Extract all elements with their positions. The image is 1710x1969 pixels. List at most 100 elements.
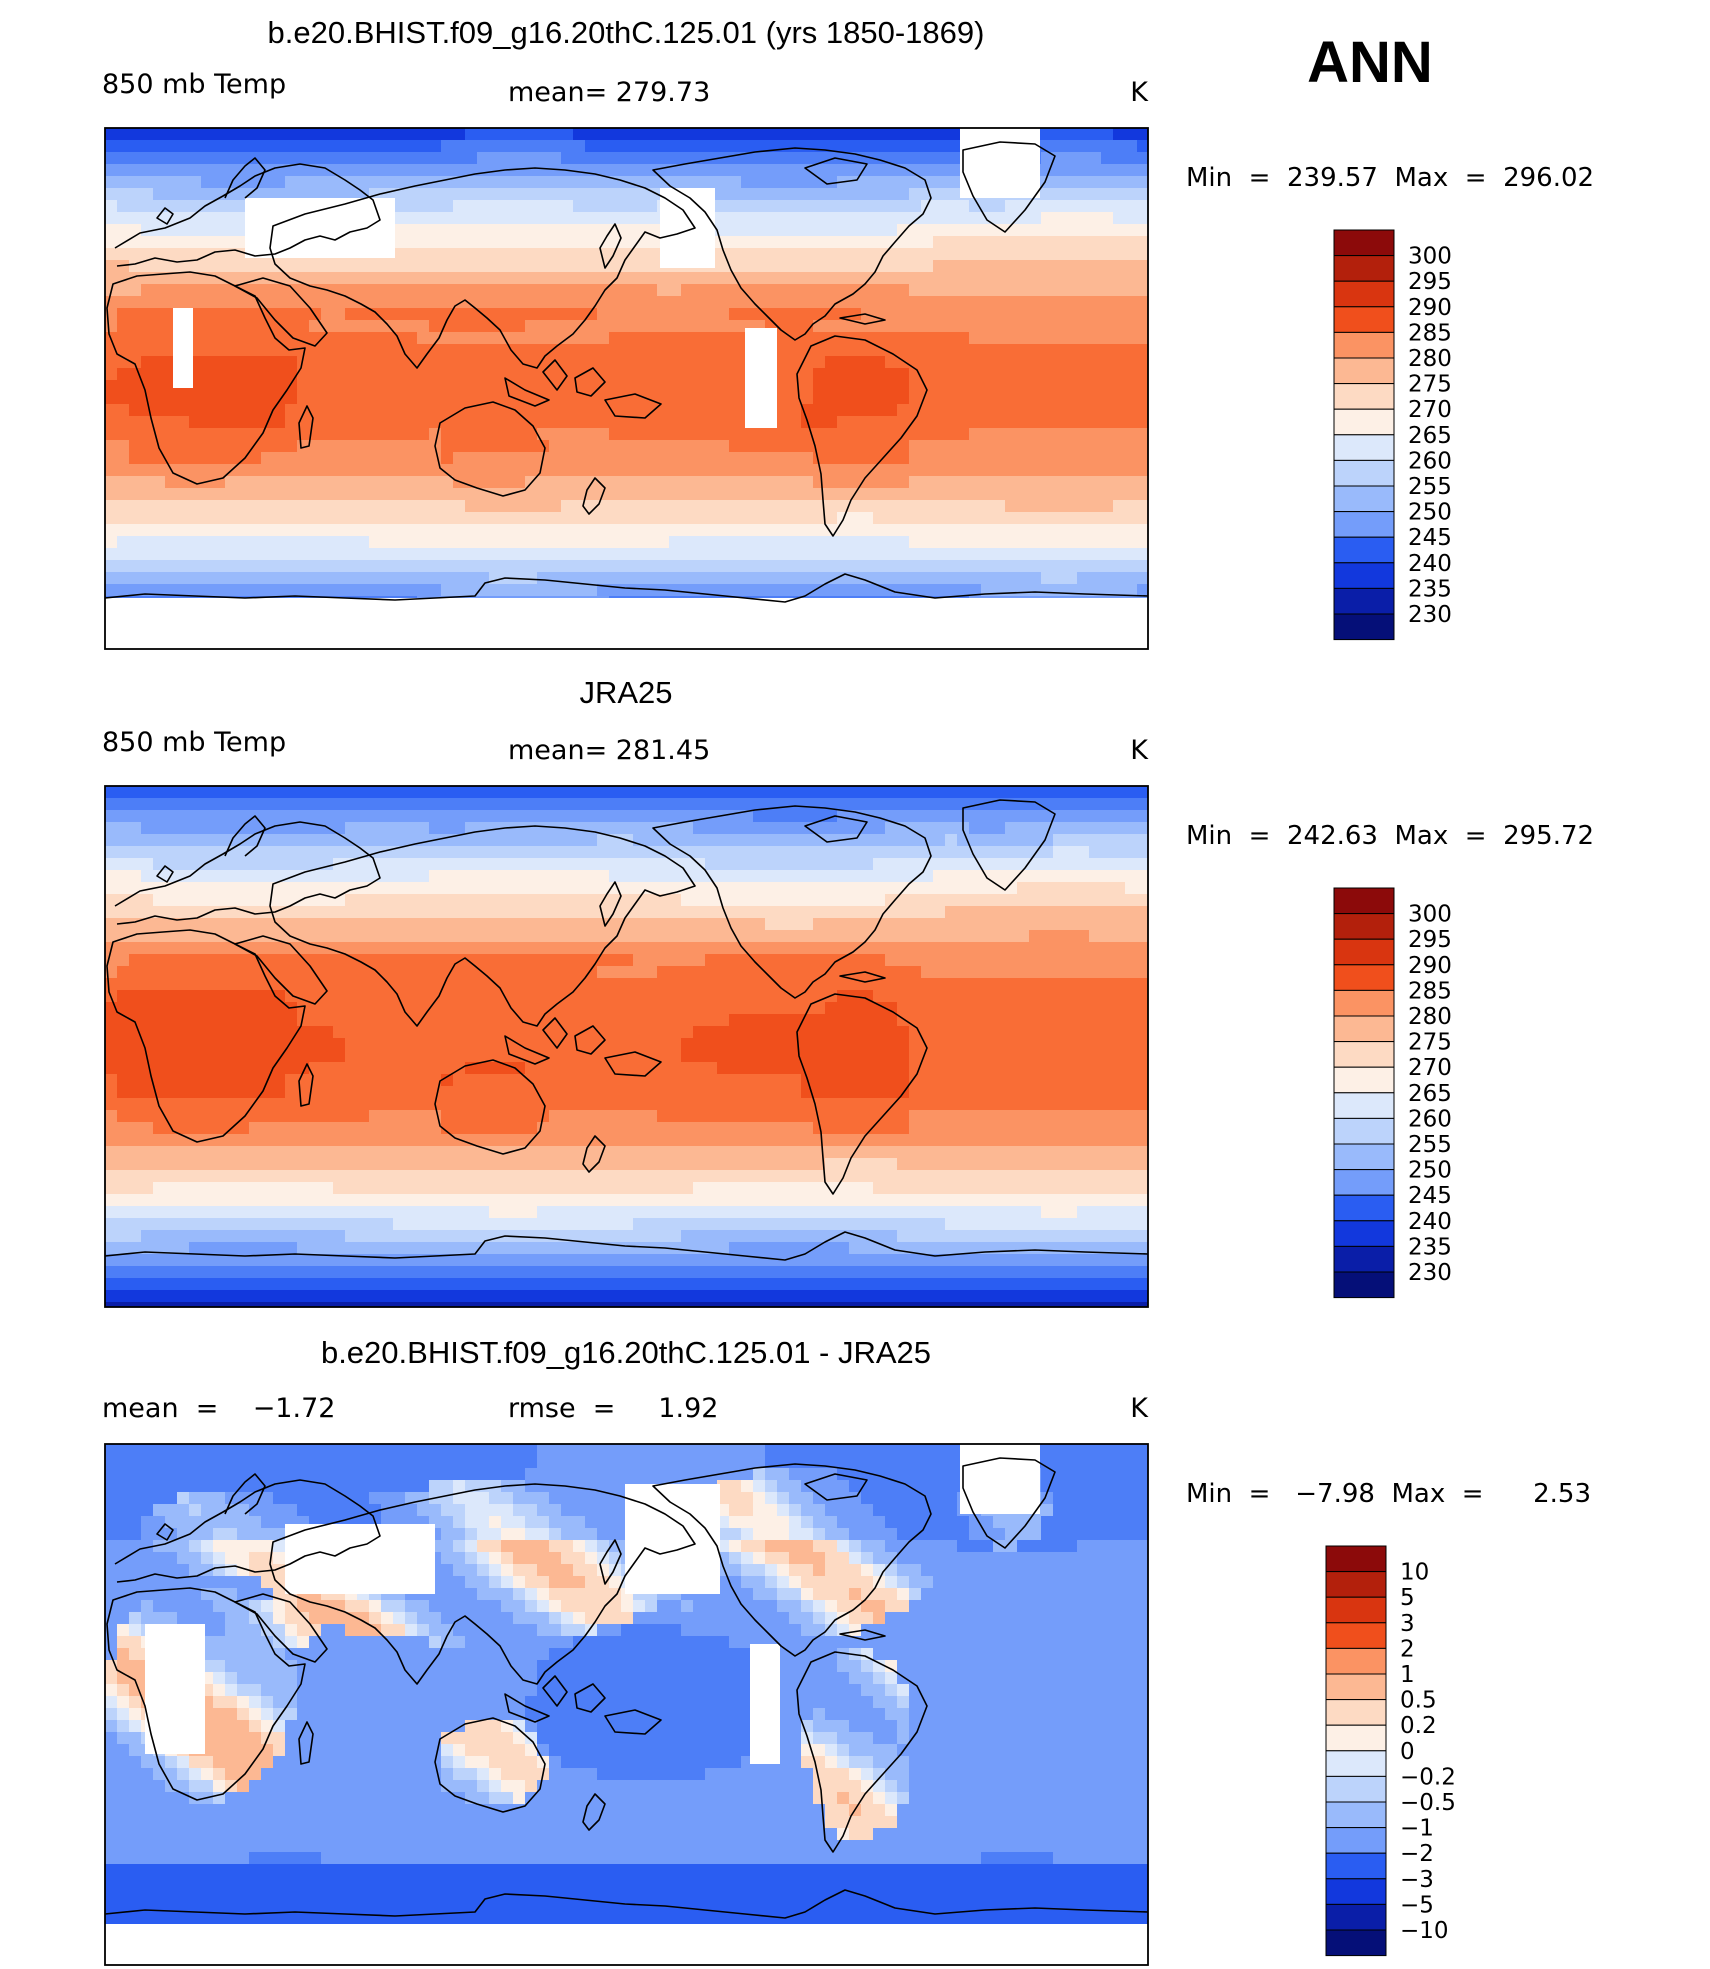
field-cell [657, 894, 670, 907]
field-cell [825, 822, 838, 835]
field-cell [657, 428, 670, 441]
field-cell [777, 536, 790, 549]
field-cell [669, 930, 682, 943]
field-cell [981, 356, 994, 369]
field-cell [813, 128, 826, 141]
field-cell [537, 224, 550, 237]
field-cell [1125, 810, 1138, 823]
field-cell [129, 560, 142, 573]
field-cell [897, 786, 910, 799]
field-cell [621, 224, 634, 237]
field-cell [513, 368, 526, 381]
field-cell [657, 368, 670, 381]
field-cell [825, 536, 838, 549]
field-cell [657, 176, 670, 189]
field-cell [945, 918, 958, 931]
field-cell [213, 404, 226, 417]
field-cell [525, 176, 538, 189]
field-cell [945, 428, 958, 441]
field-cell [153, 584, 166, 597]
field-cell [429, 894, 442, 907]
field-cell [957, 560, 970, 573]
field-cell [297, 834, 310, 847]
field-cell [813, 284, 826, 297]
field-cell [381, 500, 394, 513]
field-cell [501, 356, 514, 369]
field-cell [225, 512, 238, 525]
field-cell [201, 822, 214, 835]
field-cell [345, 512, 358, 525]
field-cell [645, 188, 658, 201]
field-cell [1089, 512, 1102, 525]
field-cell [321, 368, 334, 381]
field-cell [1053, 452, 1066, 465]
field-cell [417, 930, 430, 943]
field-cell [837, 212, 850, 225]
field-cell [381, 404, 394, 417]
field-cell [921, 296, 934, 309]
field-cell [945, 260, 958, 273]
field-cell [969, 416, 982, 429]
field-cell [141, 930, 154, 943]
field-cell [177, 906, 190, 919]
field-cell [1041, 810, 1054, 823]
field-cell [321, 380, 334, 393]
field-cell [825, 870, 838, 883]
field-cell [1017, 284, 1030, 297]
field-cell [201, 392, 214, 405]
field-cell [1125, 308, 1138, 321]
field-cell [1113, 140, 1126, 153]
field-cell [621, 560, 634, 573]
field-cell [489, 822, 502, 835]
field-cell [825, 188, 838, 201]
field-cell [261, 810, 274, 823]
field-cell [321, 858, 334, 871]
field-cell [1005, 894, 1018, 907]
field-cell [369, 918, 382, 931]
field-cell [309, 798, 322, 811]
field-cell [993, 296, 1006, 309]
field-cell [585, 392, 598, 405]
field-cell [321, 560, 334, 573]
field-cell [729, 392, 742, 405]
field-cell [1137, 416, 1148, 429]
field-cell [225, 572, 238, 585]
field-cell [1125, 368, 1138, 381]
field-cell [441, 416, 454, 429]
field-cell [285, 320, 298, 333]
field-cell [177, 248, 190, 261]
field-cell [981, 428, 994, 441]
field-cell [897, 368, 910, 381]
field-cell [1113, 584, 1126, 597]
field-cell [729, 894, 742, 907]
field-cell [945, 320, 958, 333]
field-cell [825, 584, 838, 597]
field-cell [1077, 152, 1090, 165]
field-cell [993, 500, 1006, 513]
field-cell [525, 344, 538, 357]
field-cell [1137, 882, 1148, 895]
field-cell [957, 380, 970, 393]
field-cell [129, 858, 142, 871]
field-cell [1065, 272, 1078, 285]
field-cell [597, 308, 610, 321]
field-cell [765, 882, 778, 895]
field-cell [237, 512, 250, 525]
field-cell [1017, 464, 1030, 477]
field-cell [621, 476, 634, 489]
field-cell [909, 834, 922, 847]
field-cell [309, 476, 322, 489]
field-cell [1089, 344, 1102, 357]
field-cell [429, 308, 442, 321]
field-cell [441, 858, 454, 871]
field-cell [369, 272, 382, 285]
field-cell [969, 200, 982, 213]
field-cell [1101, 272, 1114, 285]
field-cell [981, 906, 994, 919]
field-cell [705, 296, 718, 309]
field-cell [633, 356, 646, 369]
field-cell [333, 488, 346, 501]
field-cell [669, 572, 682, 585]
field-cell [105, 572, 118, 585]
field-cell [141, 918, 154, 931]
